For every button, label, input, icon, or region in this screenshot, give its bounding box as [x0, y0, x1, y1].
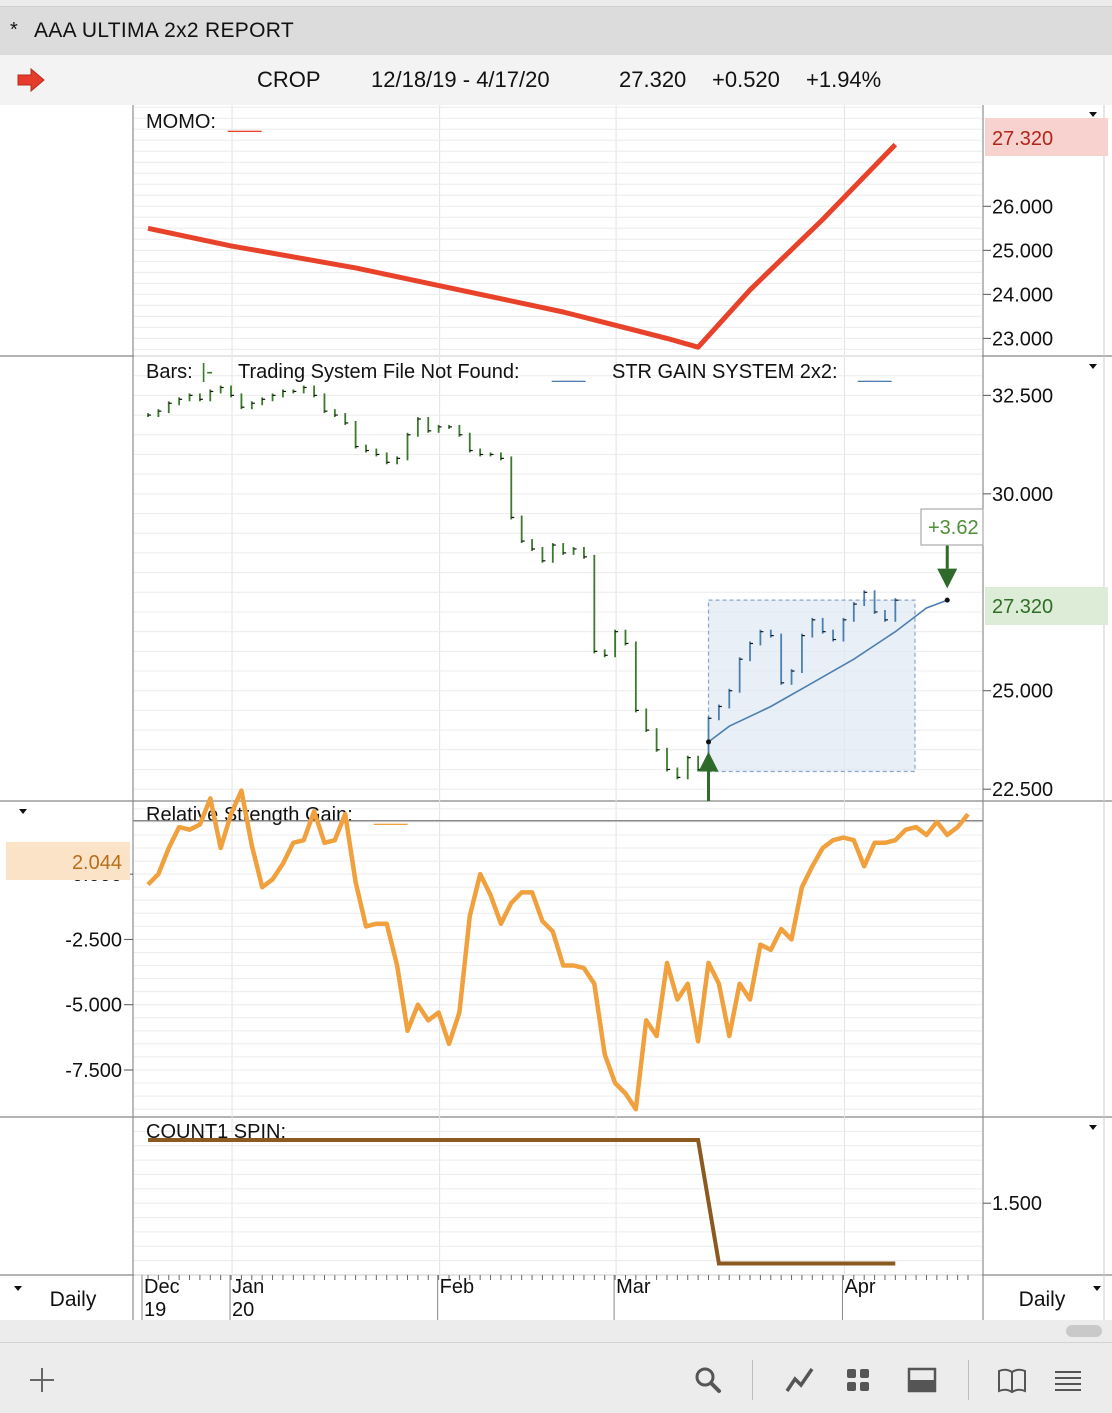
momo-series-line [147, 142, 898, 350]
y-tick-label: 32.500 [992, 385, 1053, 407]
panel-icon[interactable] [904, 1362, 940, 1398]
chart-area[interactable]: MOMO: ___ 23.000 24.000 25.000 26.000 27.32… [0, 105, 1112, 1320]
legend-str-gain: STR GAIN SYSTEM 2x2: [612, 361, 838, 383]
momo-legend-swatch: ___ [227, 111, 262, 133]
count-title: COUNT1 SPIN: [146, 1121, 286, 1143]
y-tick-label: 22.500 [992, 779, 1053, 801]
price-bars [147, 385, 899, 780]
entry-arrow-icon [698, 751, 719, 772]
bottom-toolbar [0, 1342, 1112, 1413]
quote-header: CROP 12/18/19 - 4/17/20 27.320 +0.520 +1… [0, 55, 1112, 106]
bars-title: Bars: [146, 361, 193, 383]
bars-pane: Bars: |- Trading System File Not Found: … [134, 355, 1108, 801]
trade-gain-label-box [920, 508, 984, 546]
y-tick-label: 1.500 [992, 1193, 1042, 1215]
month-label: Mar [616, 1276, 651, 1298]
search-icon[interactable] [690, 1362, 726, 1398]
toolbar-separator [968, 1360, 969, 1400]
momo-value-badge [985, 118, 1108, 156]
pane-menu-icon[interactable] [1089, 112, 1097, 117]
pane-menu-icon[interactable] [1089, 1125, 1097, 1130]
month-label: Jan [232, 1276, 264, 1298]
system-trend-line [708, 599, 948, 743]
rsg-legend-swatch: ___ [373, 804, 408, 826]
modified-mark: * [10, 19, 18, 41]
book-icon[interactable] [994, 1362, 1030, 1398]
momo-pane: MOMO: ___ 23.000 24.000 25.000 26.000 27.32… [134, 106, 1108, 350]
y-tick-label: 25.000 [992, 240, 1053, 262]
trade-gain-label: +3.62 [928, 517, 979, 539]
y-tick-label: 23.000 [992, 328, 1053, 350]
y-tick-label: 30.000 [992, 484, 1053, 506]
exit-arrow-icon [937, 568, 958, 589]
entry-point [706, 739, 712, 745]
rsg-series-line [146, 788, 970, 1112]
bars-value-badge [985, 587, 1108, 625]
legend-trading-system: Trading System File Not Found: [238, 361, 520, 383]
chart-line-icon[interactable] [782, 1362, 818, 1398]
toolbar-separator [752, 1360, 753, 1400]
y-tick-label: -7.500 [65, 1060, 122, 1082]
y-tick-label: -5.000 [65, 995, 122, 1017]
count-legend-swatch: ___ [299, 1121, 334, 1143]
rsg-current-value: 2.044 [72, 852, 122, 874]
legend-str-gain-swatch: ___ [857, 361, 892, 383]
momo-title: MOMO: [146, 111, 216, 133]
rsg-value-badge [6, 842, 130, 880]
legend-trading-system-swatch: ___ [551, 361, 586, 383]
y-tick-label: 24.000 [992, 284, 1053, 306]
period-right-dropdown-icon[interactable] [1093, 1286, 1101, 1291]
month-label: Feb [440, 1276, 474, 1298]
year-label: 19 [144, 1299, 166, 1320]
red-arrow-icon[interactable] [16, 67, 46, 93]
symbol: CROP [257, 67, 321, 92]
menu-icon[interactable] [1050, 1362, 1086, 1398]
price-change: +0.520 [712, 67, 780, 92]
y-tick-label: 25.000 [992, 681, 1053, 703]
y-tick-label: 26.000 [992, 196, 1053, 218]
last-price: 27.320 [619, 67, 687, 92]
month-label: Dec [144, 1276, 180, 1298]
pane-menu-icon[interactable] [19, 809, 27, 814]
bars-glyph: |- [201, 361, 213, 383]
momo-current-value: 27.320 [992, 128, 1053, 150]
period-left[interactable]: Daily [50, 1288, 97, 1311]
date-range: 12/18/19 - 4/17/20 [371, 67, 550, 92]
bars-current-value: 27.320 [992, 596, 1053, 618]
count-series-line [148, 1138, 896, 1266]
period-left-dropdown-icon[interactable] [14, 1286, 22, 1291]
pane-menu-icon[interactable] [1089, 364, 1097, 369]
title-bar: * AAA ULTIMA 2x2 REPORT [0, 6, 1112, 56]
count-pane: COUNT1 SPIN: ___ 1.500 [134, 1121, 1097, 1276]
window-title: AAA ULTIMA 2x2 REPORT [34, 19, 294, 42]
plus-icon[interactable] [24, 1362, 60, 1398]
period-right[interactable]: Daily [1019, 1288, 1066, 1311]
grid-icon[interactable] [840, 1362, 876, 1398]
rsg-pane: Relative Strength Gain: ___ 0.000-2.500-… [6, 788, 983, 1112]
month-label: Apr [844, 1276, 875, 1298]
year-label: 20 [232, 1299, 254, 1320]
y-tick-label: -2.500 [65, 929, 122, 951]
horizontal-scrollbar[interactable] [1066, 1325, 1102, 1337]
percent-change: +1.94% [806, 67, 882, 92]
exit-point [944, 597, 950, 603]
